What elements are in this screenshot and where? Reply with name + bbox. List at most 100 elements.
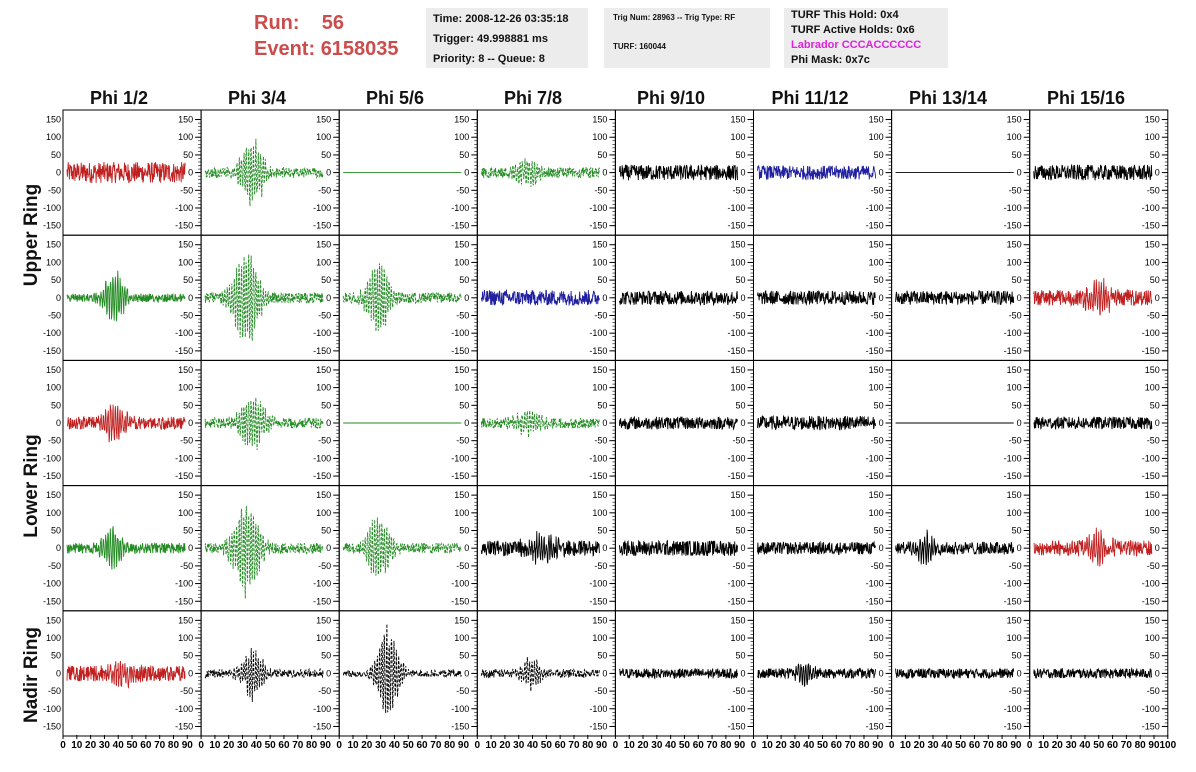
ytick-label-left: -50 [48, 686, 61, 696]
ytick-label: 100 [730, 257, 745, 267]
ytick-label: 100 [454, 508, 469, 518]
ytick-label: 50 [321, 275, 331, 285]
ytick-label: 100 [869, 633, 884, 643]
ytick-label-left: 0 [56, 168, 61, 178]
ytick-label: 100 [1007, 383, 1022, 393]
ytick-label: 100 [730, 132, 745, 142]
ytick-label: 0 [326, 668, 331, 678]
ytick-label: -150 [1004, 346, 1022, 356]
ytick-label-left: 150 [46, 115, 61, 125]
ytick-label: -100 [589, 704, 607, 714]
xtick-label: 60 [140, 740, 152, 751]
ytick-label-left: -150 [43, 221, 61, 231]
ytick-label: -150 [175, 721, 193, 731]
ytick-label-left: -50 [48, 436, 61, 446]
ytick-label: -50 [1009, 561, 1022, 571]
ytick-label: 50 [874, 526, 884, 536]
column-header-phi-13-14: Phi 13/14 [908, 88, 988, 108]
xtick-label: 30 [927, 740, 939, 751]
ytick-label: 150 [730, 615, 745, 625]
ytick-label: -50 [871, 310, 884, 320]
xtick-label: 30 [1066, 740, 1078, 751]
xtick-label: 60 [831, 740, 843, 751]
panel-r1-c6: -150 -100 -50 0 50 100 150 [891, 234, 1031, 361]
ytick-label: 150 [1145, 490, 1160, 500]
panel-r3-c1: -150 -100 -50 0 50 100 150 [200, 485, 340, 612]
ytick-label: 150 [730, 115, 745, 125]
ytick-label-left: 100 [46, 383, 61, 393]
ytick-label: -50 [318, 185, 331, 195]
ytick-label: 150 [869, 240, 884, 250]
ytick-label: 50 [183, 400, 193, 410]
ytick-label: -150 [175, 471, 193, 481]
ytick-label: 100 [730, 508, 745, 518]
waveform-trace [66, 404, 186, 443]
ytick-label: 0 [740, 293, 745, 303]
xtick-label: 10 [1038, 740, 1050, 751]
ytick-label: 0 [879, 293, 884, 303]
xtick-label: 70 [292, 740, 304, 751]
panel-r3-c3: -150 -100 -50 0 50 100 150 [476, 485, 616, 612]
panel-r4-c3: -150 -100 -50 0 50 100 150 [476, 610, 616, 737]
ytick-label: -50 [180, 436, 193, 446]
waveform-trace [204, 397, 324, 451]
ytick-label: -50 [1009, 436, 1022, 446]
ytick-label: -150 [727, 221, 745, 231]
ytick-label: -150 [1004, 721, 1022, 731]
ytick-label: -100 [589, 453, 607, 463]
run-value: 56 [321, 12, 345, 34]
xtick-label: 40 [941, 740, 953, 751]
run-line: Run: 56 [254, 10, 419, 36]
xtick-label: 10 [209, 740, 221, 751]
waveform-trace [757, 662, 877, 687]
xtick-label: 70 [845, 740, 857, 751]
panel-r1-c2: -150 -100 -50 0 50 100 150 [338, 234, 478, 361]
ytick-label-left: -100 [43, 328, 61, 338]
ytick-label: 50 [459, 651, 469, 661]
ytick-label: 150 [316, 240, 331, 250]
ytick-label: -100 [589, 328, 607, 338]
ytick-label: 150 [592, 615, 607, 625]
ytick-label: -50 [180, 185, 193, 195]
turf-text: TURF: 160044 [613, 42, 666, 51]
ytick-label: 100 [592, 633, 607, 643]
ytick-label: 150 [869, 115, 884, 125]
waveform-trace [342, 517, 462, 576]
xtick-label: 20 [1052, 740, 1064, 751]
ytick-label: -150 [866, 471, 884, 481]
xtick-label: 30 [375, 740, 387, 751]
xtick-label: 0 [475, 740, 481, 751]
panel-r2-c3: -150 -100 -50 0 50 100 150 [476, 359, 616, 487]
ytick-label: -150 [589, 721, 607, 731]
ytick-label: 50 [183, 275, 193, 285]
ytick-label: -50 [318, 310, 331, 320]
xtick-label: 80 [720, 740, 732, 751]
ytick-label: -150 [727, 721, 745, 731]
panel-r4-c5: -150 -100 -50 0 50 100 150 [753, 610, 893, 737]
ytick-label: 100 [316, 508, 331, 518]
ytick-label: -100 [313, 203, 331, 213]
ytick-label-left: 150 [46, 615, 61, 625]
ytick-label: -50 [1147, 436, 1160, 446]
panel-r2-c2: -150 -100 -50 0 50 100 150 [338, 359, 478, 487]
ytick-label: -100 [727, 453, 745, 463]
waveform-trace [618, 290, 738, 307]
waveform-trace [480, 656, 600, 692]
ytick-label: -100 [1142, 328, 1160, 338]
ytick-label: 0 [1155, 293, 1160, 303]
ytick-label: 100 [592, 508, 607, 518]
ytick-label-left: 100 [46, 633, 61, 643]
ytick-label-left: 0 [56, 418, 61, 428]
waveform-trace [342, 263, 462, 332]
ytick-label-left: -150 [43, 346, 61, 356]
waveform-trace [480, 158, 600, 188]
ytick-label: -50 [1147, 310, 1160, 320]
ytick-label: -50 [318, 436, 331, 446]
xtick-label: 50 [541, 740, 553, 751]
ytick-label: -100 [451, 453, 469, 463]
ytick-label-left: 150 [46, 490, 61, 500]
panel-r4-c7: -150 -100 -50 0 50 100 150 [1029, 610, 1169, 737]
priority-text: Priority: 8 -- Queue: 8 [433, 53, 545, 65]
ytick-label: 150 [454, 490, 469, 500]
ytick-label: -100 [175, 704, 193, 714]
